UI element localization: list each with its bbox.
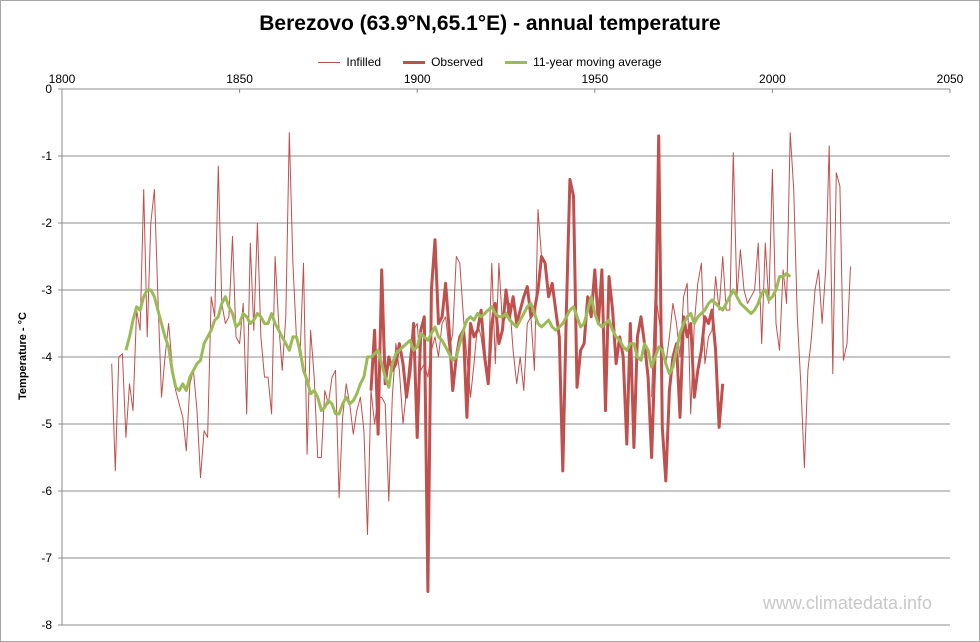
series-line-infilled: [651, 132, 851, 469]
y-tick-label: -8: [41, 618, 52, 632]
y-tick-label: -7: [41, 551, 52, 565]
y-tick-label: -1: [41, 149, 52, 163]
y-tick-label: -4: [41, 350, 52, 364]
legend-swatch-moving-average: [505, 60, 528, 64]
legend-item-observed: Observed: [403, 55, 483, 69]
legend-item-moving-average: 11-year moving average: [505, 55, 662, 69]
series-line-infilled: [111, 132, 542, 535]
y-tick-label: -2: [41, 216, 52, 230]
series-line-11-year-moving-average: [124, 271, 792, 416]
chart-legend: Infilled Observed 11-year moving average: [0, 55, 980, 69]
x-tick-label: 2050: [937, 72, 964, 86]
y-tick-label: -5: [41, 417, 52, 431]
legend-item-infilled: Infilled: [318, 55, 381, 69]
chart-title: Berezovo (63.9°N,65.1°E) - annual temper…: [259, 12, 721, 35]
legend-label-moving-average: 11-year moving average: [533, 55, 662, 69]
x-tick-label: 1900: [404, 72, 431, 86]
x-tick-label: 1950: [581, 72, 608, 86]
legend-label-observed: Observed: [431, 55, 484, 69]
x-tick-label: 2000: [759, 72, 786, 86]
x-tick-label: 1800: [49, 72, 76, 86]
series-line-observed: [369, 134, 725, 593]
x-tick-label: 1850: [226, 72, 253, 86]
y-tick-label: 0: [45, 82, 52, 96]
legend-label-infilled: Infilled: [346, 55, 382, 69]
legend-swatch-infilled: [318, 61, 341, 63]
watermark: www.climatedata.info: [762, 593, 932, 613]
y-tick-label: -6: [41, 484, 52, 498]
y-tick-label: -3: [41, 283, 52, 297]
legend-swatch-observed: [403, 60, 426, 64]
